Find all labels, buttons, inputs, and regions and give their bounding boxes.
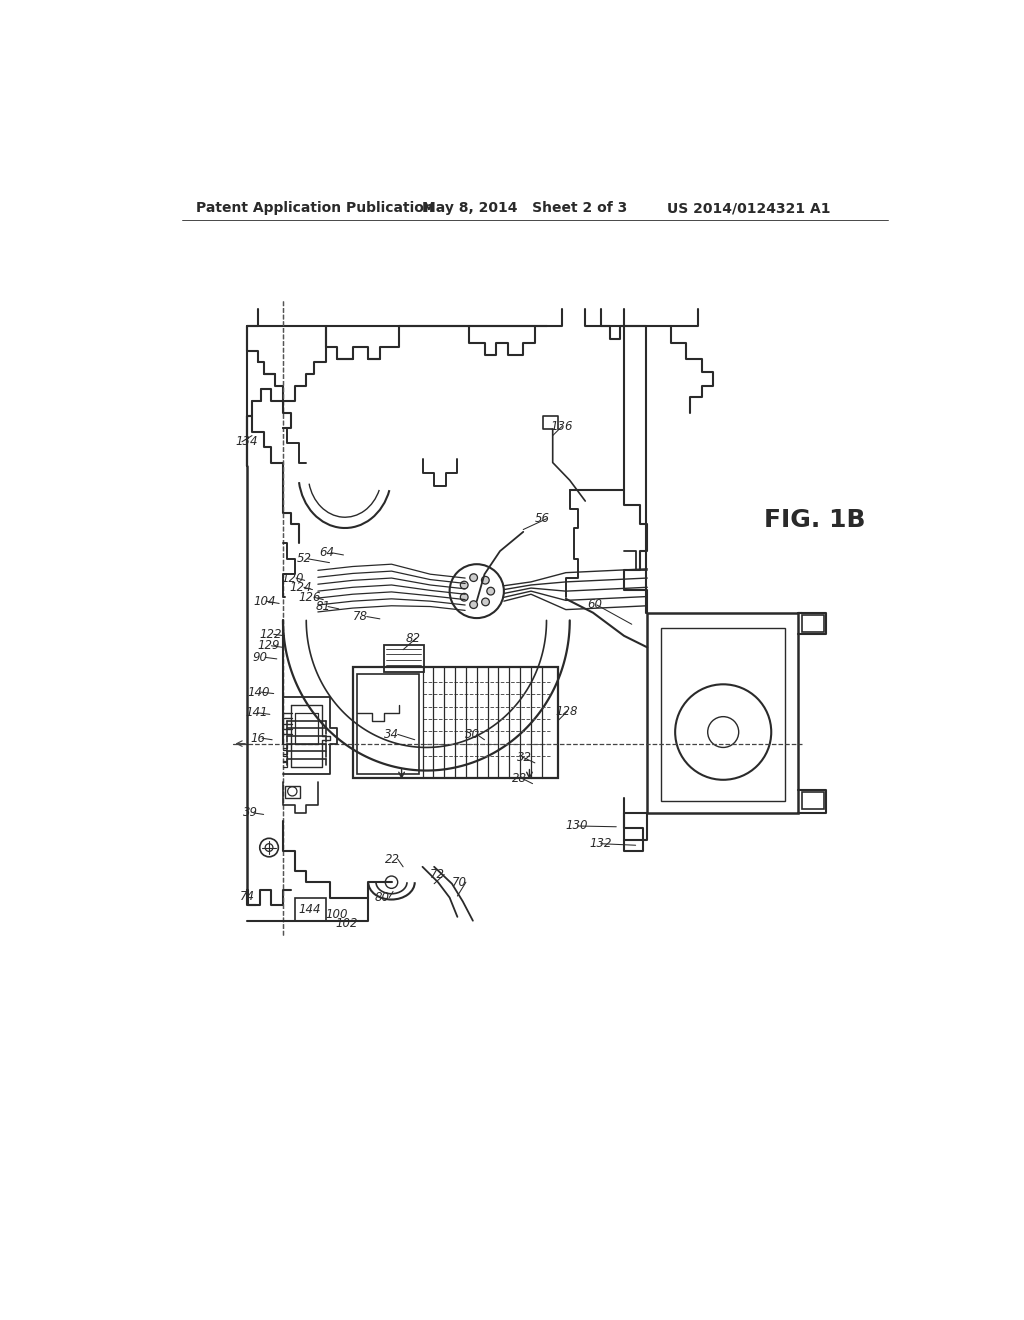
Text: US 2014/0124321 A1: US 2014/0124321 A1 <box>667 202 830 215</box>
Bar <box>295 898 326 921</box>
Text: 140: 140 <box>248 685 270 698</box>
Circle shape <box>470 601 477 609</box>
Circle shape <box>470 574 477 582</box>
Text: 39: 39 <box>243 807 258 820</box>
Text: 124: 124 <box>289 581 311 594</box>
Circle shape <box>461 594 468 601</box>
Text: 32: 32 <box>517 751 532 764</box>
Text: Patent Application Publication: Patent Application Publication <box>197 202 434 215</box>
Text: 102: 102 <box>336 916 358 929</box>
Text: 141: 141 <box>245 706 267 719</box>
Text: 128: 128 <box>556 705 579 718</box>
Text: 136: 136 <box>550 420 572 433</box>
Text: 22: 22 <box>385 853 400 866</box>
Text: May 8, 2014   Sheet 2 of 3: May 8, 2014 Sheet 2 of 3 <box>423 202 628 215</box>
Text: 34: 34 <box>384 727 398 741</box>
Bar <box>802 792 824 809</box>
Text: 81: 81 <box>315 601 331 612</box>
Text: 120: 120 <box>282 572 304 585</box>
Bar <box>384 645 424 672</box>
Text: 70: 70 <box>452 875 467 888</box>
Text: 130: 130 <box>566 820 589 833</box>
Text: 104: 104 <box>254 594 276 607</box>
Text: 60: 60 <box>588 598 602 611</box>
Text: 28: 28 <box>512 772 526 785</box>
Text: 74: 74 <box>241 890 255 903</box>
Text: 100: 100 <box>326 908 348 921</box>
Bar <box>802 615 824 632</box>
Bar <box>352 667 558 779</box>
Text: 72: 72 <box>430 869 445 880</box>
Text: 132: 132 <box>589 837 611 850</box>
Text: 126: 126 <box>299 591 321 603</box>
Text: 30: 30 <box>465 727 480 741</box>
Text: 122: 122 <box>260 628 283 640</box>
Text: 82: 82 <box>406 631 421 644</box>
Text: 90: 90 <box>252 651 267 664</box>
Text: 56: 56 <box>535 512 550 525</box>
Bar <box>285 785 300 797</box>
Text: 16: 16 <box>251 731 265 744</box>
Text: 80: 80 <box>375 891 389 904</box>
Circle shape <box>461 581 468 589</box>
Text: 134: 134 <box>234 436 257 449</box>
Circle shape <box>481 598 489 606</box>
Bar <box>356 675 419 775</box>
Text: 52: 52 <box>297 552 312 565</box>
Text: FIG. 1B: FIG. 1B <box>764 508 865 532</box>
Circle shape <box>486 587 495 595</box>
Text: 144: 144 <box>299 903 321 916</box>
Bar <box>662 628 785 801</box>
Text: 129: 129 <box>257 639 280 652</box>
Text: 78: 78 <box>352 610 368 623</box>
Bar <box>647 612 799 813</box>
Text: 64: 64 <box>319 546 335 560</box>
Circle shape <box>481 577 489 583</box>
